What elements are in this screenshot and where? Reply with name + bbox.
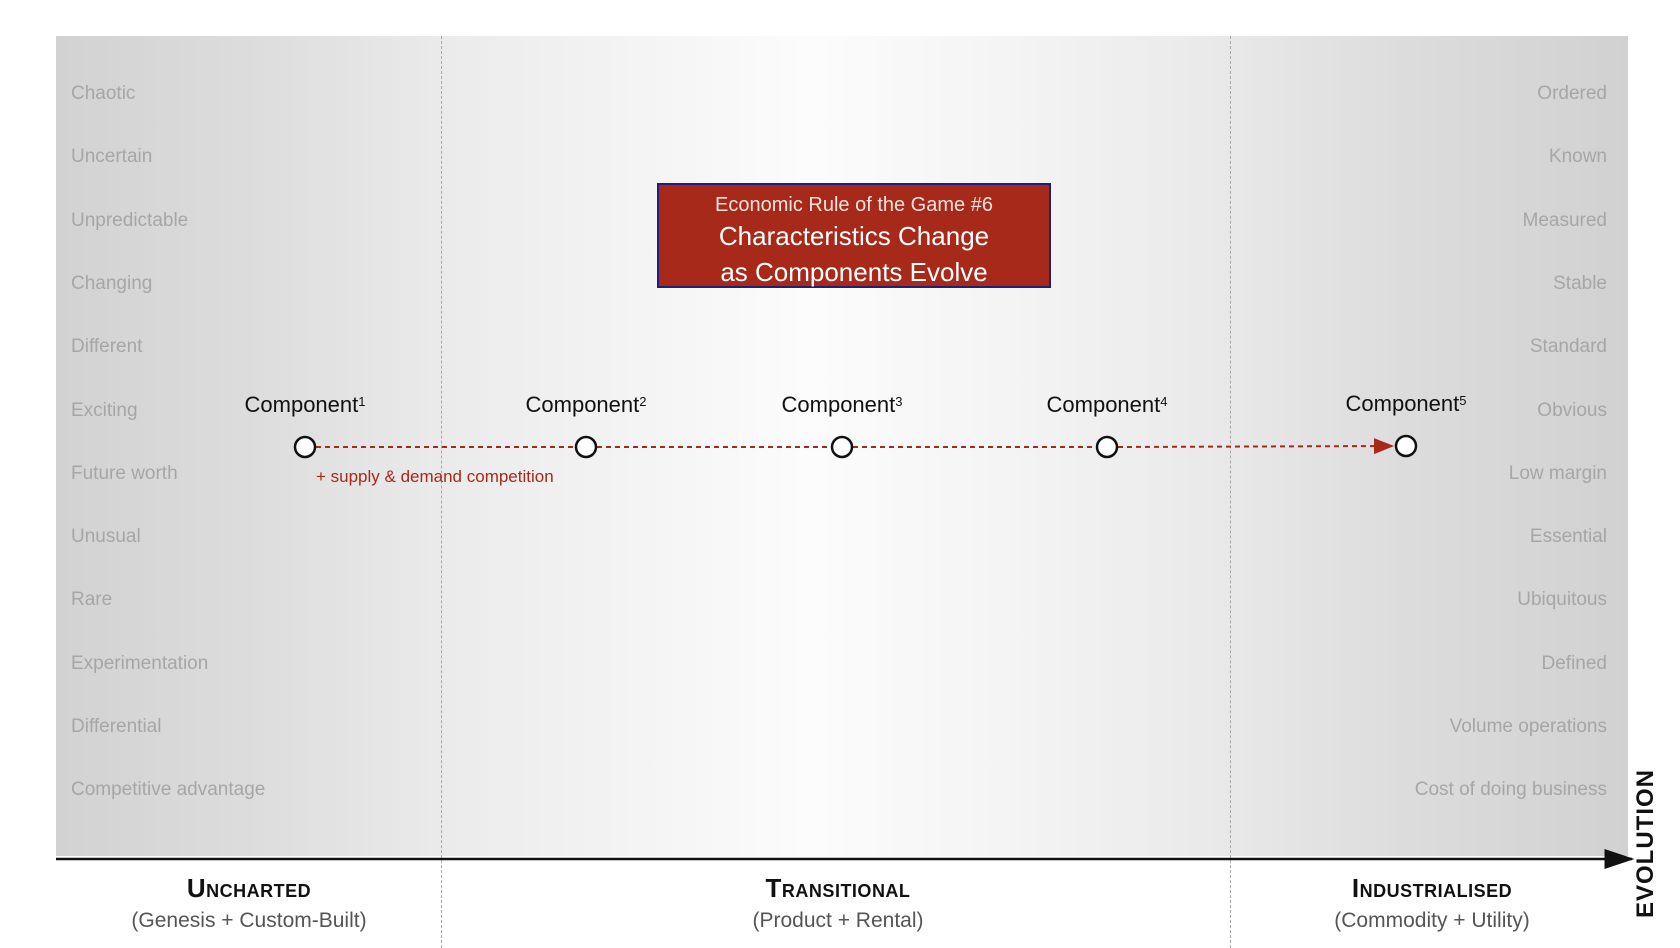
component-node[interactable]	[293, 435, 317, 459]
component-index: 1	[358, 394, 366, 409]
rule-title-line-1: Characteristics Change	[718, 221, 990, 251]
left-characteristic: Differential	[71, 716, 162, 737]
stage-title-industrialised: Industrialised	[1351, 873, 1513, 903]
component-name: Component	[244, 392, 359, 417]
right-characteristic: Volume operations	[1449, 716, 1607, 737]
rule-subtitle: Economic Rule of the Game #6	[715, 194, 993, 216]
right-characteristic: Ubiquitous	[1517, 589, 1607, 611]
component-label: Component3	[782, 392, 903, 418]
right-characteristic: Essential	[1529, 526, 1607, 548]
right-characteristic: Low margin	[1508, 462, 1607, 484]
left-characteristic: Experimentation	[71, 652, 209, 674]
component-label: Component5	[1346, 391, 1467, 417]
component-index: 4	[1160, 394, 1168, 409]
right-characteristic: Known	[1548, 146, 1607, 168]
right-characteristic: Standard	[1529, 336, 1607, 358]
left-characteristic: Changing	[71, 272, 153, 294]
component-node[interactable]	[830, 435, 854, 459]
component-node[interactable]	[1394, 434, 1418, 458]
component-node[interactable]	[1095, 435, 1119, 459]
component-name: Component	[781, 392, 896, 417]
component-label: Component4	[1047, 392, 1168, 418]
left-characteristic: Exciting	[71, 399, 138, 421]
component-index: 5	[1459, 393, 1467, 408]
component-label: Component2	[526, 392, 647, 418]
left-characteristic: Unpredictable	[71, 209, 189, 231]
component-index: 3	[895, 394, 903, 409]
evolution-link-arrow	[1117, 438, 1394, 455]
stage-subtitle-industrialised: (Commodity + Utility)	[1334, 909, 1530, 932]
left-characteristic: Rare	[71, 589, 113, 611]
stage-subtitle-transitional: (Product + Rental)	[752, 909, 924, 932]
stage-title-uncharted: Uncharted	[186, 873, 312, 903]
component-name: Component	[1345, 391, 1460, 416]
left-characteristic: Unusual	[71, 526, 141, 548]
left-characteristic: Chaotic	[71, 83, 136, 104]
right-characteristic: Defined	[1541, 652, 1608, 674]
stage-subtitle-uncharted: (Genesis + Custom-Built)	[131, 909, 367, 932]
left-characteristic: Future worth	[71, 462, 178, 484]
right-characteristic: Cost of doing business	[1414, 779, 1607, 801]
left-characteristic: Competitive advantage	[71, 779, 266, 801]
left-characteristic: Uncertain	[71, 146, 153, 168]
right-characteristic: Obvious	[1537, 399, 1607, 421]
stage-divider-2	[1230, 36, 1231, 948]
rule-title-box: Economic Rule of the Game #6 Characteris…	[657, 183, 1051, 288]
evolution-axis-label: EVOLUTION	[1632, 768, 1659, 918]
component-index: 2	[639, 394, 647, 409]
component-node[interactable]	[574, 435, 598, 459]
rule-title-line-2: as Components Evolve	[720, 257, 988, 287]
stage-divider-1	[441, 36, 442, 948]
right-characteristic: Stable	[1553, 272, 1607, 294]
supply-demand-annotation: + supply & demand competition	[316, 467, 554, 486]
component-label: Component1	[245, 392, 366, 418]
right-characteristic: Ordered	[1537, 83, 1607, 104]
right-characteristic: Measured	[1522, 209, 1608, 231]
component-name: Component	[1046, 392, 1161, 417]
left-characteristic: Different	[71, 336, 143, 358]
stage-title-transitional: Transitional	[765, 873, 911, 903]
component-name: Component	[525, 392, 640, 417]
